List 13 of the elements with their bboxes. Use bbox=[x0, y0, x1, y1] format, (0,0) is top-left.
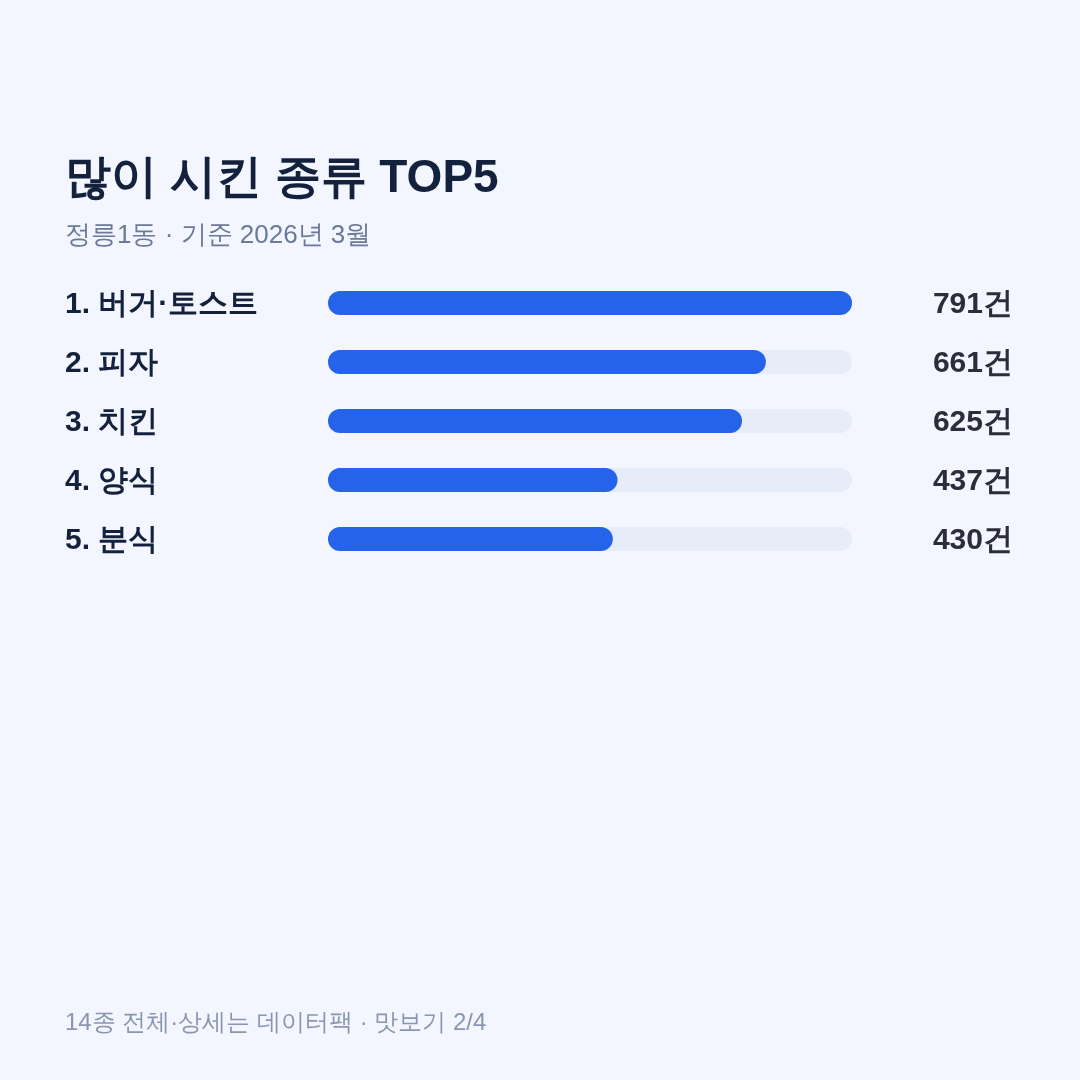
y-tick-label: 2. 피자 bbox=[65, 345, 159, 378]
y-tick-label: 4. 양식 bbox=[65, 463, 159, 496]
data-label: 430건 bbox=[932, 522, 1013, 555]
data-label: 437건 bbox=[932, 463, 1013, 496]
chart-subtitle: 정릉1동 · 기준 2026년 3월 bbox=[65, 219, 372, 249]
data-label: 791건 bbox=[932, 286, 1013, 319]
data-label: 625건 bbox=[932, 404, 1013, 437]
y-tick-label: 5. 분식 bbox=[65, 522, 159, 555]
y-tick-label: 1. 버거·토스트 bbox=[65, 286, 259, 319]
y-tick-label: 3. 치킨 bbox=[65, 404, 159, 437]
text: 14종 전체·상세는 데이터팩 · 맛보기 2/4 bbox=[65, 1008, 487, 1035]
chart-title: 많이 시킨 종류 TOP5 bbox=[65, 150, 499, 202]
data-label: 661건 bbox=[932, 345, 1013, 378]
